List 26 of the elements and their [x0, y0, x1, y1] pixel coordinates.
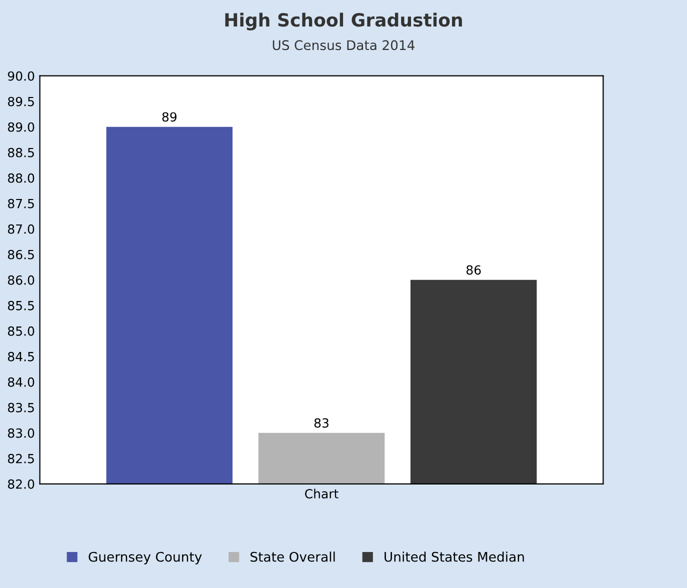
- y-tick-label: 84.0: [8, 377, 34, 387]
- chart-title: High School Gradustion: [225, 12, 462, 30]
- chart-subtitle: US Census Data 2014: [272, 40, 415, 50]
- y-tick-label: 87.5: [8, 198, 34, 208]
- y-tick-label: 85.0: [8, 326, 34, 336]
- y-tick-label: 82.0: [8, 479, 34, 489]
- y-tick-label: 84.5: [8, 352, 34, 362]
- y-tick-label: 90.0: [8, 71, 34, 81]
- y-tick-label: 85.5: [8, 300, 34, 310]
- legend-label: United States Median: [384, 552, 524, 562]
- y-tick-label: 89.0: [8, 122, 34, 132]
- y-tick-label: 86.0: [8, 275, 34, 285]
- y-tick-label: 86.5: [8, 250, 34, 260]
- y-tick-label: 88.0: [8, 173, 34, 183]
- legend-label: Guernsey County: [88, 552, 202, 564]
- legend-label: State Overall: [250, 552, 335, 562]
- y-tick-label: 87.0: [8, 224, 34, 234]
- data-label: 89: [162, 112, 176, 122]
- data-label: 83: [314, 418, 328, 428]
- y-tick-label: 89.5: [8, 96, 34, 106]
- data-label: 86: [466, 265, 481, 275]
- y-tick-label: 83.5: [8, 402, 34, 412]
- y-tick-label: 82.5: [8, 454, 34, 464]
- y-tick-label: 83.0: [8, 428, 34, 438]
- x-tick-label: Chart: [305, 488, 338, 498]
- y-tick-label: 88.5: [8, 148, 34, 158]
